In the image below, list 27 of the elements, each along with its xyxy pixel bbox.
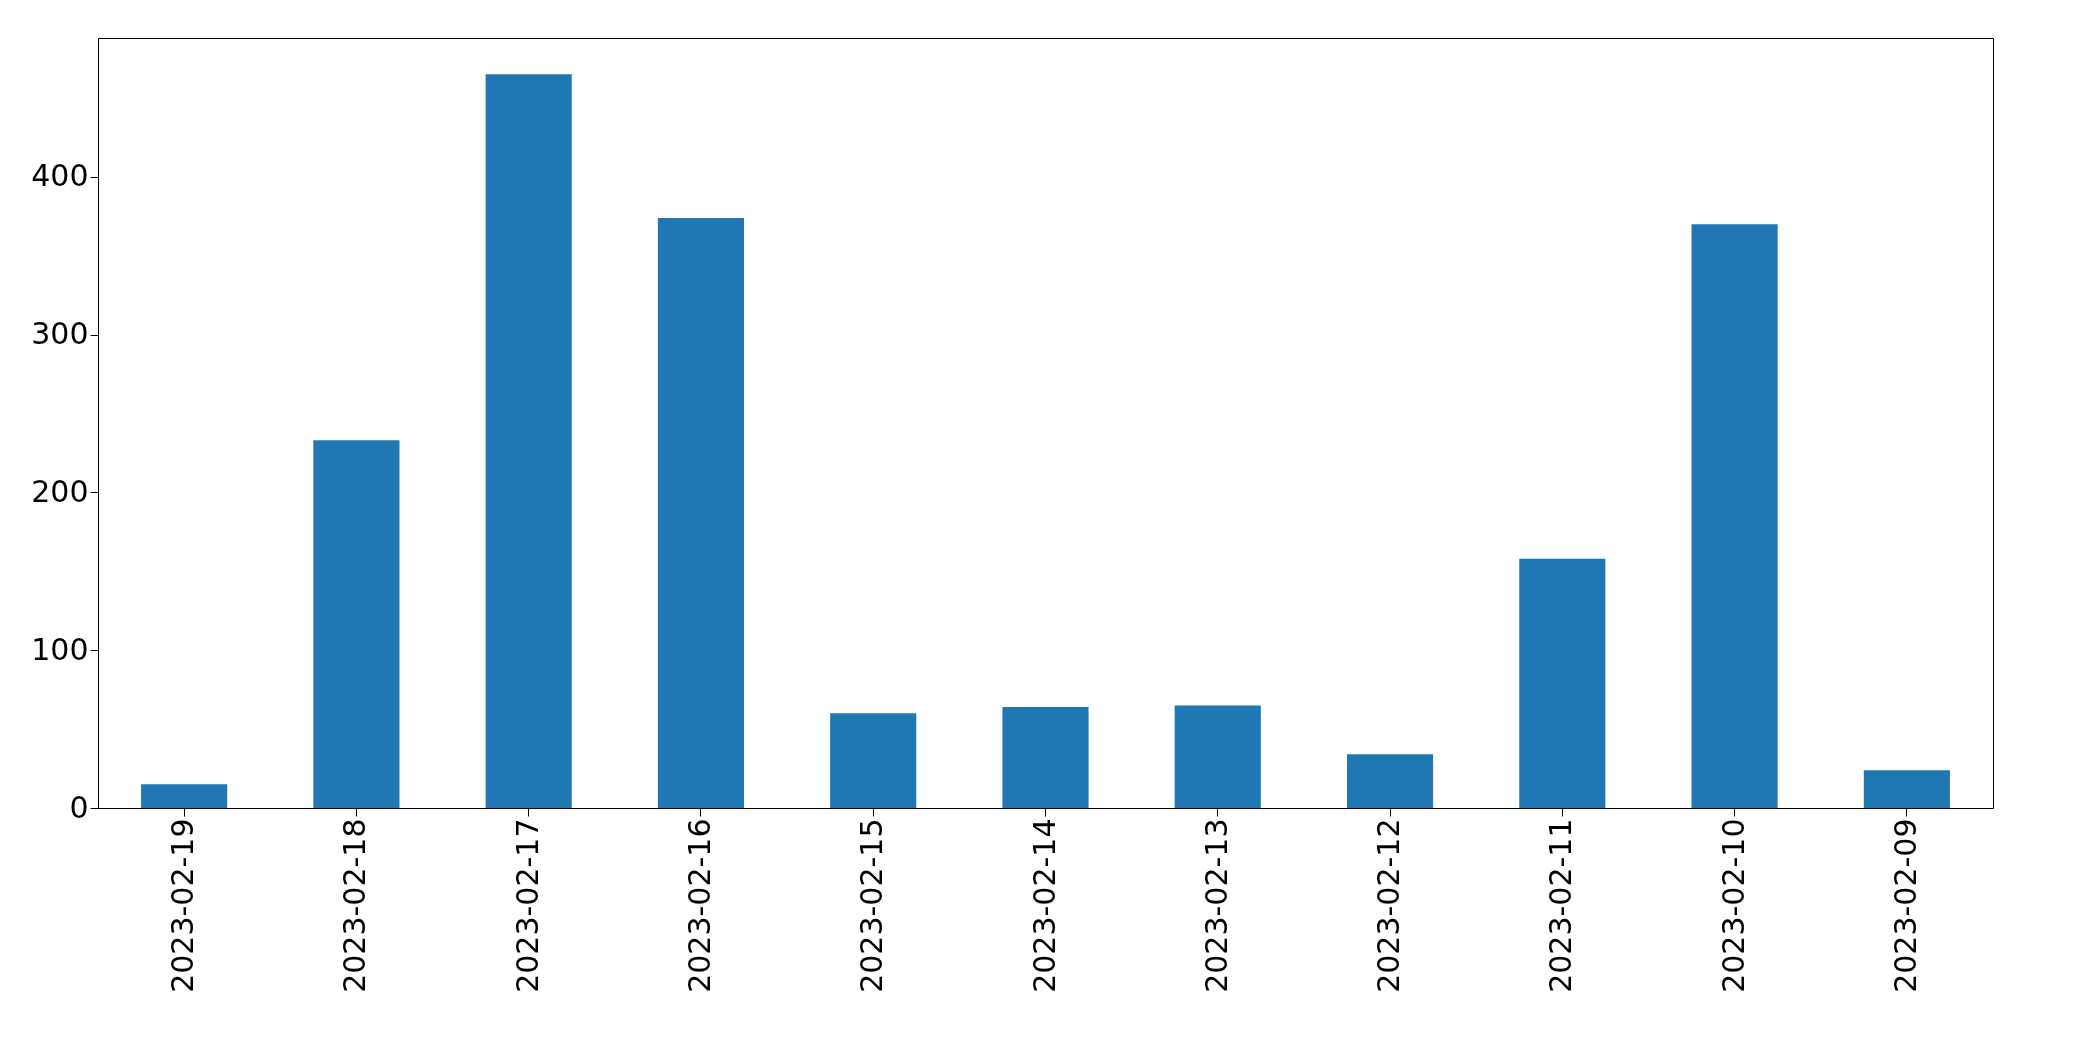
bar xyxy=(1002,707,1089,808)
bar xyxy=(1519,558,1606,808)
bar xyxy=(830,713,917,808)
y-tick-label: 200 xyxy=(31,473,89,509)
x-tick-label: 2023-02-17 xyxy=(509,818,545,993)
x-tick-label: 2023-02-14 xyxy=(1026,818,1062,993)
bar xyxy=(657,217,745,808)
bar xyxy=(141,784,228,808)
bar xyxy=(313,440,400,808)
y-tick-label: 300 xyxy=(31,316,89,352)
y-tick-label: 0 xyxy=(69,789,89,825)
x-tick-label: 2023-02-10 xyxy=(1715,818,1751,993)
x-tick-label: 2023-02-16 xyxy=(681,818,717,993)
x-tick-label: 2023-02-11 xyxy=(1543,818,1579,993)
x-tick-label: 2023-02-12 xyxy=(1371,818,1407,993)
bar xyxy=(1174,705,1261,808)
x-tick-label: 2023-02-09 xyxy=(1887,818,1923,993)
y-tick-label: 100 xyxy=(31,631,89,667)
bar xyxy=(1691,224,1778,808)
bar xyxy=(1863,770,1950,808)
x-tick-label: 2023-02-18 xyxy=(337,818,373,993)
bar xyxy=(1346,754,1434,808)
bar xyxy=(485,74,572,808)
x-tick-label: 2023-02-13 xyxy=(1198,818,1234,993)
x-tick-label: 2023-02-15 xyxy=(854,818,890,993)
x-tick-label: 2023-02-19 xyxy=(165,818,201,993)
y-tick-label: 400 xyxy=(31,158,89,194)
